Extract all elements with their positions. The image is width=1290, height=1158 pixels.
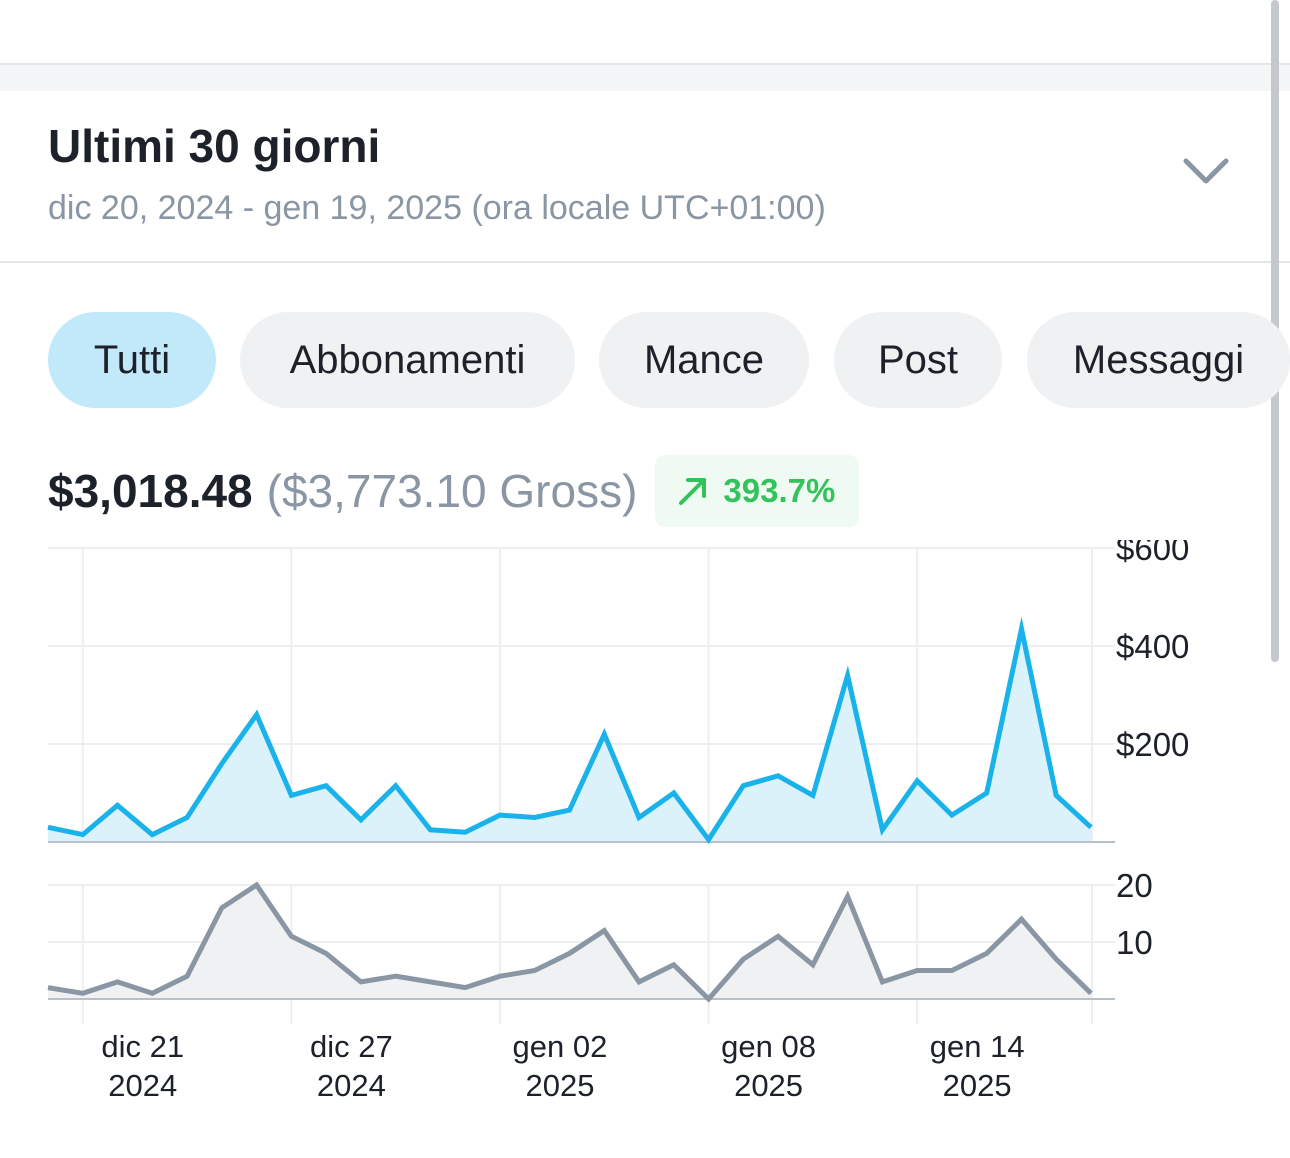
count-point: [740, 956, 746, 962]
count-point: [879, 979, 885, 985]
count-point: [254, 882, 260, 888]
earnings-summary: $3,018.48 ($3,773.10 Gross) 393.7%: [48, 455, 860, 527]
earnings-point: [393, 783, 399, 789]
x-tick-label: gen 08: [721, 1029, 816, 1064]
earnings-point: [845, 672, 851, 678]
earnings-chart: $200 $400 $600 10 20 dic 21 2024 dic 27 2024 gen …: [45, 540, 1189, 1103]
earnings-point: [427, 827, 433, 833]
count-point: [914, 968, 920, 974]
count-point: [80, 990, 86, 996]
x-tick-year-label: 2025: [943, 1068, 1012, 1103]
earnings-point: [358, 817, 364, 823]
earnings-point: [219, 761, 225, 767]
earnings-point: [288, 792, 294, 798]
period-selector[interactable]: Ultimi 30 giorni dic 20, 2024 - gen 19, …: [0, 89, 1290, 263]
tab-post[interactable]: Post: [834, 312, 1002, 408]
earnings-area: [48, 628, 1091, 842]
count-point: [288, 933, 294, 939]
count-point: [497, 973, 503, 979]
y-tick-label: 10: [1116, 924, 1153, 961]
earnings-point: [879, 827, 885, 833]
count-area: [48, 885, 1091, 999]
earnings-point: [810, 792, 816, 798]
y-tick-label: $200: [1116, 726, 1189, 763]
change-percent: 393.7%: [723, 472, 836, 509]
earnings-point: [149, 832, 155, 838]
category-tabs: Tutti Abbonamenti Mance Post Messaggi: [48, 312, 1290, 408]
section-divider: [0, 63, 1290, 91]
earnings-point: [80, 832, 86, 838]
count-point: [636, 979, 642, 985]
earnings-point: [775, 773, 781, 779]
count-point: [393, 973, 399, 979]
y-tick-label: 20: [1116, 867, 1153, 904]
count-point: [567, 950, 573, 956]
tab-abbonamenti[interactable]: Abbonamenti: [240, 312, 575, 408]
earnings-point: [254, 712, 260, 718]
count-point: [358, 979, 364, 985]
earnings-point: [601, 731, 607, 737]
tab-mance[interactable]: Mance: [599, 312, 809, 408]
tab-tutti[interactable]: Tutti: [48, 312, 216, 408]
y-tick-label: $400: [1116, 628, 1189, 665]
earnings-point: [184, 815, 190, 821]
earnings-point: [532, 815, 538, 821]
period-range: dic 20, 2024 - gen 19, 2025 (ora locale …: [48, 189, 826, 227]
count-point: [45, 985, 51, 991]
x-tick-label: gen 14: [930, 1029, 1025, 1064]
earnings-point: [323, 783, 329, 789]
net-earnings: $3,018.48: [48, 465, 253, 517]
count-point: [1018, 916, 1024, 922]
earnings-point: [462, 829, 468, 835]
count-point: [601, 928, 607, 934]
count-point: [184, 973, 190, 979]
count-point: [775, 933, 781, 939]
x-tick-label: dic 27: [310, 1029, 393, 1064]
count-point: [532, 968, 538, 974]
count-point: [115, 979, 121, 985]
count-point: [984, 950, 990, 956]
trend-up-arrow-icon: [679, 478, 707, 505]
x-tick-label: gen 02: [513, 1029, 608, 1064]
count-point: [1053, 956, 1059, 962]
earnings-point: [671, 790, 677, 796]
earnings-point: [1053, 792, 1059, 798]
gross-earnings: ($3,773.10 Gross): [266, 465, 638, 517]
count-line: [47, 881, 1093, 1003]
count-point: [219, 905, 225, 911]
count-point: [323, 950, 329, 956]
earnings-point: [949, 812, 955, 818]
x-tick-label: dic 21: [101, 1029, 184, 1064]
earnings-point: [567, 807, 573, 813]
x-tick-year-label: 2024: [108, 1068, 177, 1103]
x-tick-year-label: 2025: [734, 1068, 803, 1103]
earnings-point: [1088, 824, 1094, 830]
chevron-down-icon[interactable]: [1178, 153, 1234, 193]
count-point: [810, 962, 816, 968]
count-point: [949, 968, 955, 974]
count-point: [427, 979, 433, 985]
earnings-point: [115, 802, 121, 808]
count-point: [671, 962, 677, 968]
count-point: [845, 893, 851, 899]
earnings-point: [740, 783, 746, 789]
earnings-point: [706, 837, 712, 843]
earnings-line: [47, 616, 1093, 844]
period-title: Ultimi 30 giorni: [48, 120, 381, 172]
earnings-point: [45, 824, 51, 830]
tab-messaggi[interactable]: Messaggi: [1027, 312, 1290, 408]
earnings-point: [914, 778, 920, 784]
y-tick-label: $600: [1116, 540, 1189, 567]
earnings-point: [984, 790, 990, 796]
count-point: [462, 985, 468, 991]
x-tick-year-label: 2025: [525, 1068, 594, 1103]
x-tick-year-label: 2024: [317, 1068, 386, 1103]
count-point: [706, 996, 712, 1002]
count-point: [149, 990, 155, 996]
earnings-point: [1018, 626, 1024, 632]
change-badge: 393.7%: [655, 455, 860, 527]
earnings-point: [497, 812, 503, 818]
count-point: [1088, 990, 1094, 996]
earnings-point: [636, 815, 642, 821]
